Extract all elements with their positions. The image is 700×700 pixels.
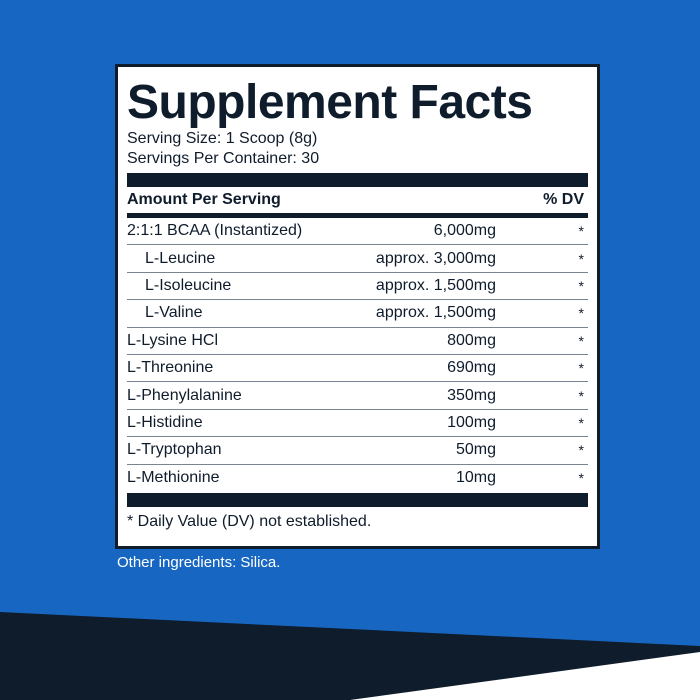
ingredient-name: L-Methionine xyxy=(127,469,220,487)
medium-divider xyxy=(127,213,588,218)
table-row: L-Isoleucine approx. 1,500mg * xyxy=(127,273,588,301)
ingredient-amount: 350mg xyxy=(447,386,496,404)
ingredient-amount: approx. 1,500mg xyxy=(375,276,496,294)
ingredient-amount: 50mg xyxy=(455,441,496,459)
ingredient-amount: 6,000mg xyxy=(433,222,496,240)
ingredient-amount: 690mg xyxy=(447,359,496,377)
table-header: Amount Per Serving % DV xyxy=(127,187,588,213)
ingredient-dv: * xyxy=(578,360,584,377)
ingredient-amount: 800mg xyxy=(447,331,496,349)
table-row: L-Leucine approx. 3,000mg * xyxy=(127,245,588,273)
table-row: L-Lysine HCl 800mg * xyxy=(127,328,588,355)
ingredient-name: L-Isoleucine xyxy=(145,276,232,294)
ingredients-table: 2:1:1 BCAA (Instantized) 6,000mg * L-Leu… xyxy=(127,218,588,492)
table-row: L-Valine approx. 1,500mg * xyxy=(127,300,588,328)
table-row: 2:1:1 BCAA (Instantized) 6,000mg * xyxy=(127,218,588,246)
dv-footnote: * Daily Value (DV) not established. xyxy=(127,512,372,530)
ingredient-name: L-Valine xyxy=(145,304,203,322)
table-row: L-Histidine 100mg * xyxy=(127,410,588,438)
servings-per-container: Servings Per Container: 30 xyxy=(127,150,320,167)
ingredient-dv: * xyxy=(578,250,584,267)
ingredient-dv: * xyxy=(578,305,584,322)
ingredient-dv: * xyxy=(578,470,584,487)
ingredient-name: L-Threonine xyxy=(127,359,214,377)
panel-title: Supplement Facts xyxy=(127,76,533,129)
table-row: L-Threonine 690mg * xyxy=(127,355,588,383)
table-row: L-Methionine 10mg * xyxy=(127,465,588,492)
ingredient-dv: * xyxy=(578,277,584,294)
ingredient-dv: * xyxy=(578,414,584,431)
table-row: L-Tryptophan 50mg * xyxy=(127,437,588,465)
ingredient-dv: * xyxy=(578,332,584,349)
other-ingredients: Other ingredients: Silica. xyxy=(117,554,281,571)
thick-divider xyxy=(127,173,588,187)
ingredient-dv: * xyxy=(578,223,584,240)
ingredient-amount: approx. 1,500mg xyxy=(375,304,496,322)
ingredient-name: L-Phenylalanine xyxy=(127,386,242,404)
ingredient-dv: * xyxy=(578,387,584,404)
thick-divider-bottom xyxy=(127,492,588,507)
ingredient-name: L-Lysine HCl xyxy=(127,331,218,349)
ingredient-name: L-Histidine xyxy=(127,413,203,431)
ingredient-name: L-Leucine xyxy=(145,249,216,267)
ingredient-dv: * xyxy=(578,442,584,459)
supplement-facts-panel: Supplement Facts Serving Size: 1 Scoop (… xyxy=(115,64,600,549)
ingredient-name: 2:1:1 BCAA (Instantized) xyxy=(127,222,303,240)
white-swoosh xyxy=(350,652,700,700)
header-amount-per-serving: Amount Per Serving xyxy=(127,191,281,208)
ingredient-amount: 10mg xyxy=(455,469,496,487)
ingredient-amount: approx. 3,000mg xyxy=(375,249,496,267)
header-dv: % DV xyxy=(543,191,584,208)
table-row: L-Phenylalanine 350mg * xyxy=(127,382,588,410)
ingredient-name: L-Tryptophan xyxy=(127,441,222,459)
ingredient-amount: 100mg xyxy=(447,413,496,431)
serving-size: Serving Size: 1 Scoop (8g) xyxy=(127,130,318,147)
